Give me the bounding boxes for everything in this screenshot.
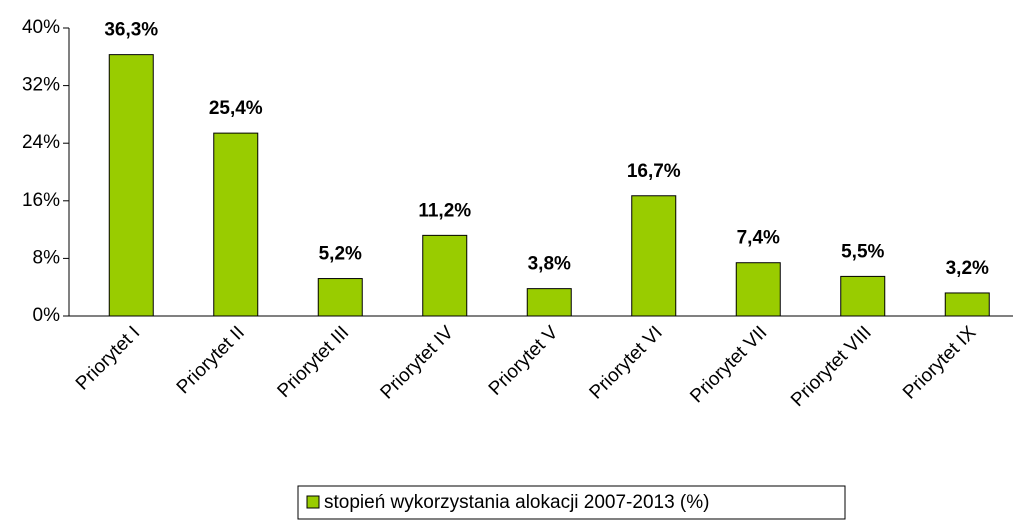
y-tick-label: 16% (22, 190, 60, 211)
x-tick-label: Priorytet III (274, 322, 354, 402)
y-tick-label: 24% (22, 132, 60, 153)
y-tick-label: 40% (22, 17, 60, 38)
bar (108, 54, 154, 317)
bar (317, 278, 363, 317)
x-tick-label: Priorytet I (72, 322, 144, 394)
bar (422, 234, 468, 317)
value-label: 3,2% (946, 258, 989, 279)
bar (631, 195, 677, 317)
y-tick-label: 32% (22, 75, 60, 96)
value-label: 7,4% (737, 228, 780, 249)
x-tick-label: Priorytet VII (686, 322, 771, 407)
x-tick-label: Priorytet IX (899, 322, 981, 404)
value-label: 16,7% (627, 161, 681, 182)
y-tick-label: 8% (33, 247, 61, 268)
x-tick-label: Priorytet VI (586, 322, 667, 403)
value-label: 3,8% (528, 254, 571, 275)
value-label: 36,3% (104, 20, 158, 41)
bar (840, 275, 886, 317)
y-tick-label: 0% (33, 305, 61, 326)
x-tick-label: Priorytet V (485, 322, 563, 400)
value-label: 5,2% (319, 244, 362, 265)
legend-box (297, 485, 846, 520)
value-label: 5,5% (841, 241, 884, 262)
legend-swatch (306, 495, 320, 509)
value-label: 25,4% (209, 98, 263, 119)
bar (526, 288, 572, 317)
bar (944, 292, 990, 317)
x-tick-label: Priorytet IV (377, 322, 459, 404)
legend-label: stopień wykorzystania alokacji 2007-2013… (324, 492, 709, 513)
x-tick-label: Priorytet VIII (787, 322, 876, 411)
bar (735, 262, 781, 317)
bar (213, 132, 259, 317)
value-label: 11,2% (418, 200, 471, 221)
x-tick-label: Priorytet II (173, 322, 249, 398)
